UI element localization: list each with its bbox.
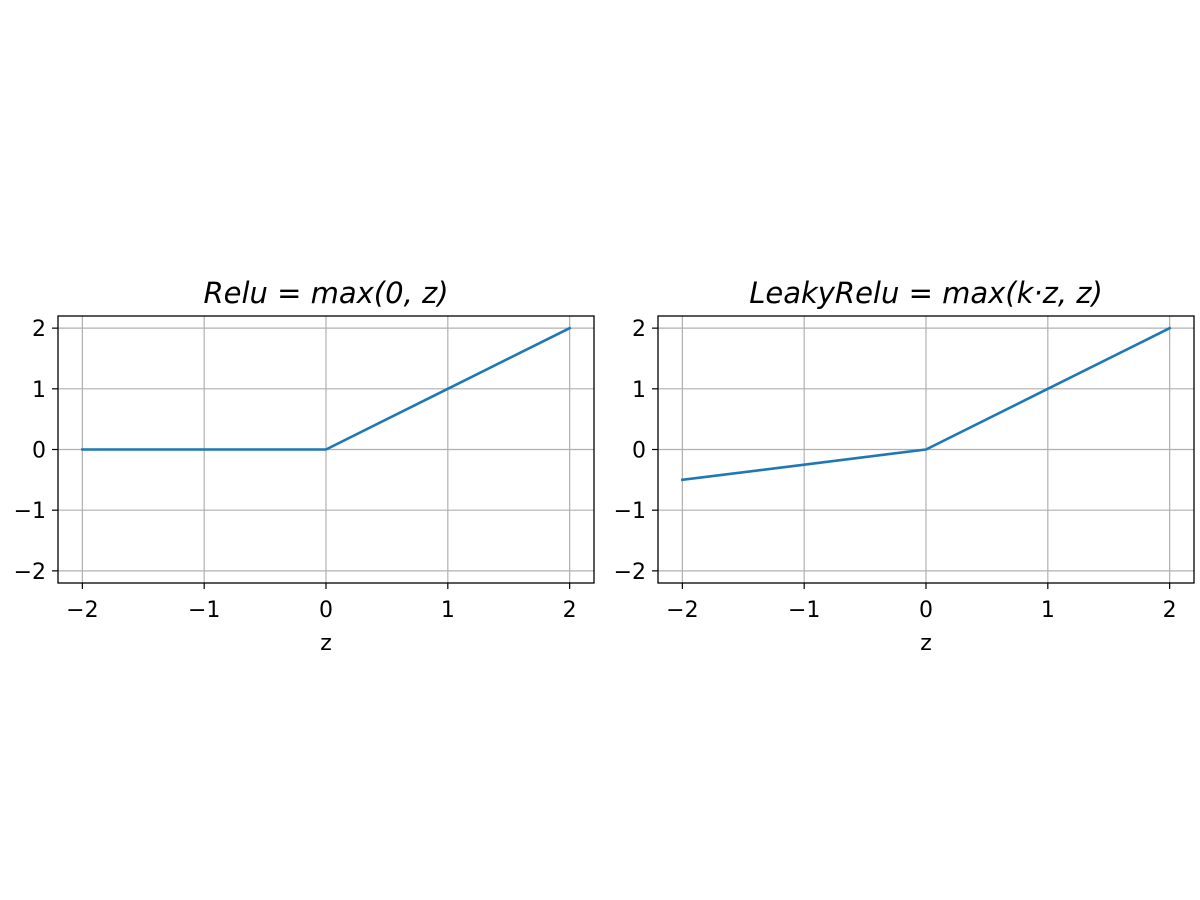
leaky-relu-title: LeakyRelu = max(k·z, z)	[749, 276, 1103, 310]
leaky-relu-xtick-label: 0	[919, 598, 933, 623]
relu-series-line	[81, 326, 572, 451]
leaky-relu-xtick-label: −1	[788, 598, 820, 623]
relu-plot-area: −2 −1 0 1 2 −2 −1 0 1 2	[14, 315, 595, 623]
relu-ytick-label: 0	[32, 439, 46, 464]
leaky-relu-xtick-label: 2	[1163, 598, 1177, 623]
leaky-relu-ytick-label: 2	[632, 317, 646, 342]
relu-xtick-label: 1	[441, 598, 455, 623]
relu-xtick-label: −2	[66, 598, 98, 623]
leaky-relu-series-line	[680, 326, 1172, 482]
relu-xtick-label: 2	[563, 598, 577, 623]
relu-ytick-label: −2	[14, 560, 46, 585]
relu-title: Relu = max(0, z)	[203, 276, 448, 310]
leaky-relu-plot-area: −2 −1 0 1 2 −2 −1 0 1 2	[614, 315, 1195, 623]
relu-xtick-label: −1	[188, 598, 220, 623]
relu-xtick-label: 0	[319, 598, 333, 623]
leaky-relu-panel: LeakyRelu = max(k·z, z) z −2 −1 0 1 2 −2 −1 0 1 2	[614, 276, 1195, 656]
leaky-relu-xtick-label: 1	[1041, 598, 1055, 623]
leaky-relu-ytick-label: 1	[632, 378, 646, 403]
relu-panel: Relu = max(0, z) z −2 −1 0 1 2 −2 −1 0 1 2	[14, 276, 595, 656]
relu-xlabel: z	[320, 631, 332, 656]
leaky-relu-xlabel: z	[920, 631, 932, 656]
leaky-relu-ytick-label: −1	[614, 499, 646, 524]
relu-ytick-label: −1	[14, 499, 46, 524]
leaky-relu-xtick-label: −2	[666, 598, 698, 623]
relu-ytick-label: 1	[32, 378, 46, 403]
relu-ytick-label: 2	[32, 317, 46, 342]
leaky-relu-ytick-label: 0	[632, 439, 646, 464]
leaky-relu-ytick-label: −2	[614, 560, 646, 585]
